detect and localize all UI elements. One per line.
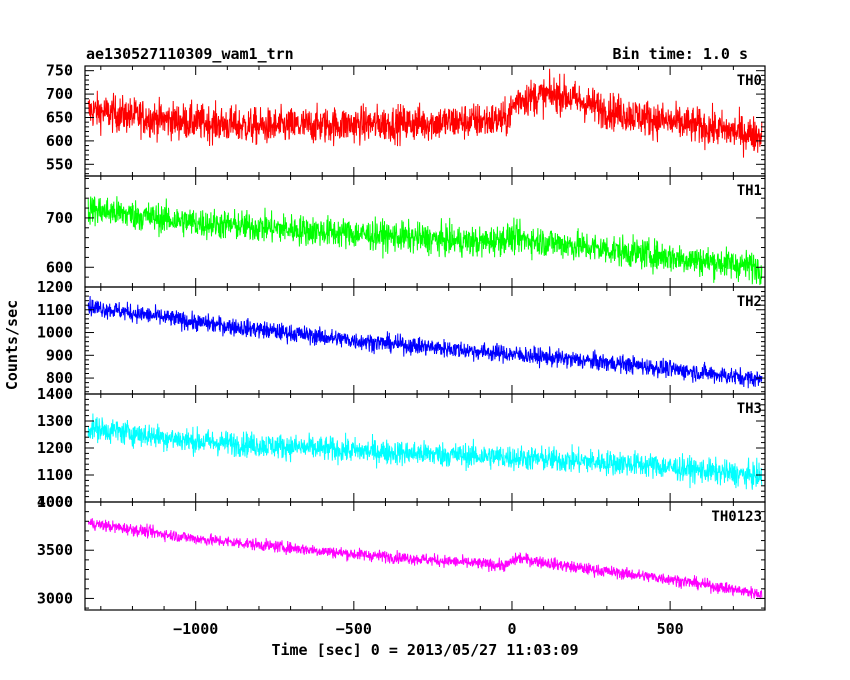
y-tick-label: 1000 <box>37 324 73 342</box>
panel-frame <box>84 501 766 611</box>
y-tick-label: 1300 <box>37 412 73 430</box>
y-tick-label: 1000 <box>37 493 73 511</box>
x-tick-label: 500 <box>657 620 684 638</box>
y-tick-label: 1200 <box>37 278 73 296</box>
panel-label-th1: TH1 <box>737 183 762 199</box>
series-line-th0 <box>87 68 763 158</box>
series-line-th3 <box>87 413 763 490</box>
y-tick-label: 650 <box>46 108 73 126</box>
series-line-th0123 <box>87 518 763 599</box>
y-tick-label: 1100 <box>37 301 73 319</box>
panel-th0: 550 600 650 700 750 TH0 <box>46 62 766 177</box>
panel-th0123: 3000 3500 4000 −1000 −500 0 500 TH0123 <box>37 493 766 638</box>
y-tick-label: 600 <box>46 132 73 150</box>
panel-label-th0123: TH0123 <box>711 509 762 525</box>
y-tick-label: 1200 <box>37 439 73 457</box>
panel-label-th2: TH2 <box>737 294 762 310</box>
y-tick-label: 1400 <box>37 385 73 403</box>
series-line-th2 <box>87 295 763 389</box>
series-line-th1 <box>87 196 763 286</box>
panel-th3: 1000 1100 1200 1300 1400 TH3 <box>37 385 766 511</box>
panel-th2: 800 900 1000 1100 1200 TH2 <box>37 278 766 395</box>
y-tick-label: 1100 <box>37 466 73 484</box>
y-tick-label: 700 <box>46 85 73 103</box>
x-tick-label: −1000 <box>173 620 218 638</box>
y-tick-label: 3500 <box>37 541 73 559</box>
y-tick-label: 550 <box>46 155 73 173</box>
y-tick-label: 600 <box>46 258 73 276</box>
x-axis-label: Time [sec] 0 = 2013/05/27 11:03:09 <box>271 641 578 659</box>
y-tick-label: 750 <box>46 62 73 80</box>
y-tick-label: 3000 <box>37 589 73 607</box>
y-tick-label: 4000 <box>37 493 73 511</box>
panel-label-th3: TH3 <box>737 401 762 417</box>
y-tick-label: 700 <box>46 209 73 227</box>
y-tick-label: 800 <box>46 369 73 387</box>
x-tick-label: −500 <box>336 620 372 638</box>
chart-title-right: Bin time: 1.0 s <box>613 45 748 63</box>
panel-label-th0: TH0 <box>737 73 762 89</box>
panels-group: 550 600 650 700 750 TH0 600 700 TH1 800 900 1000 110… <box>37 62 766 638</box>
panel-th1: 600 700 TH1 <box>46 175 766 288</box>
y-axis-label: Counts/sec <box>3 300 21 390</box>
x-tick-label: 0 <box>507 620 516 638</box>
y-tick-label: 900 <box>46 346 73 364</box>
chart-title-left: ae130527110309_wam1_trn <box>86 45 294 63</box>
